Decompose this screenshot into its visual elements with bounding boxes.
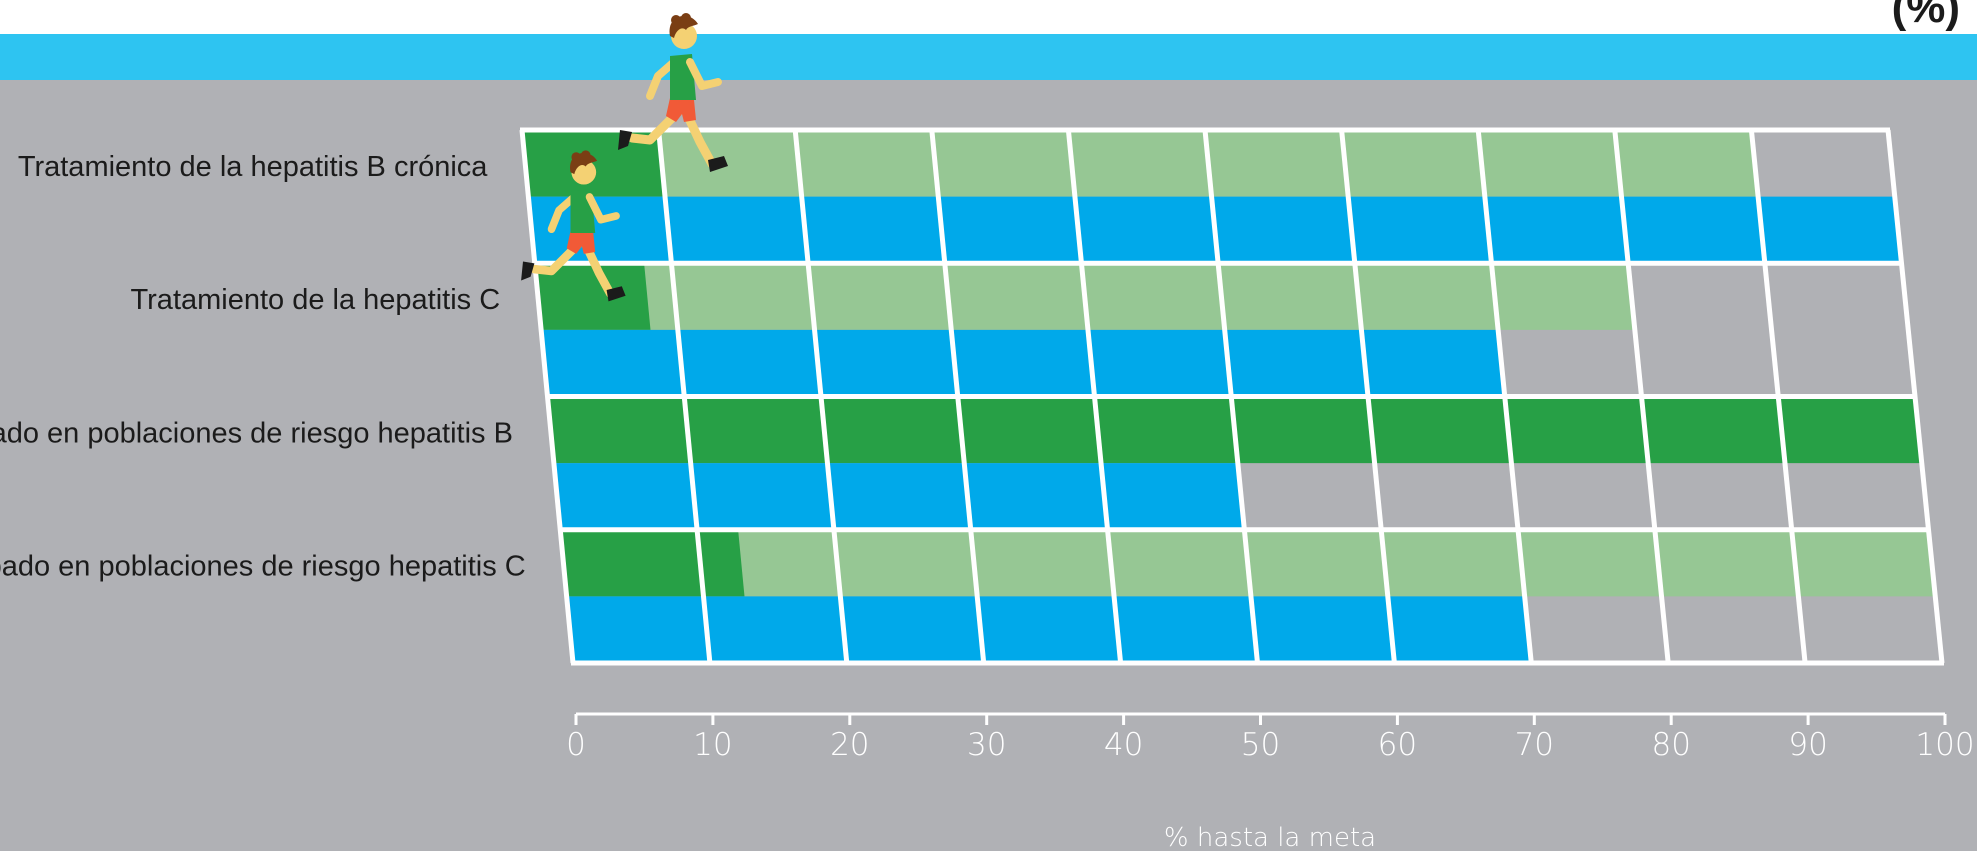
category-label: Tratamiento de la hepatitis C	[131, 284, 501, 316]
category-label: Cribado en poblaciones de riesgo hepatit…	[0, 551, 526, 583]
x-tick-label: 0	[566, 727, 586, 763]
bar-blue	[541, 329, 1505, 397]
x-tick-label: 90	[1788, 727, 1827, 763]
header-strip	[0, 0, 1977, 34]
x-axis-title: % hasta la meta	[1164, 823, 1376, 851]
x-tick-label: 70	[1515, 727, 1554, 763]
category-labels: Tratamiento de la hepatitis B crónica Tra…	[0, 151, 526, 583]
top-band	[0, 34, 1977, 80]
bar-dark-green	[522, 130, 665, 197]
x-tick-label: 40	[1104, 727, 1143, 763]
category-label: Tratamiento de la hepatitis B crónica	[18, 151, 488, 183]
bar-dark-green	[534, 263, 651, 330]
x-tick-label: 50	[1241, 727, 1280, 763]
runners-layer	[521, 13, 728, 302]
bar-blue	[553, 463, 1245, 530]
bar-blue	[566, 596, 1532, 663]
x-tick-label: 60	[1378, 727, 1417, 763]
x-tick-label: 10	[693, 727, 732, 763]
chart-title-fragment: (%)	[1892, 0, 1960, 32]
x-tick-label: 20	[830, 727, 869, 763]
bar-light-green	[522, 130, 1759, 197]
x-tick-label: 80	[1651, 727, 1690, 763]
category-label: Cribado en poblaciones de riesgo hepatit…	[0, 417, 513, 449]
runner-icon	[618, 13, 728, 172]
x-tick-label: 100	[1915, 727, 1974, 763]
x-tick-label: 30	[967, 727, 1006, 763]
bar-dark-green	[560, 529, 745, 597]
x-axis: 0 10 20 30 40 50 60 70 80 90 100	[566, 712, 1975, 763]
runner-icon	[521, 150, 626, 302]
grid-layer	[519, 127, 1945, 666]
